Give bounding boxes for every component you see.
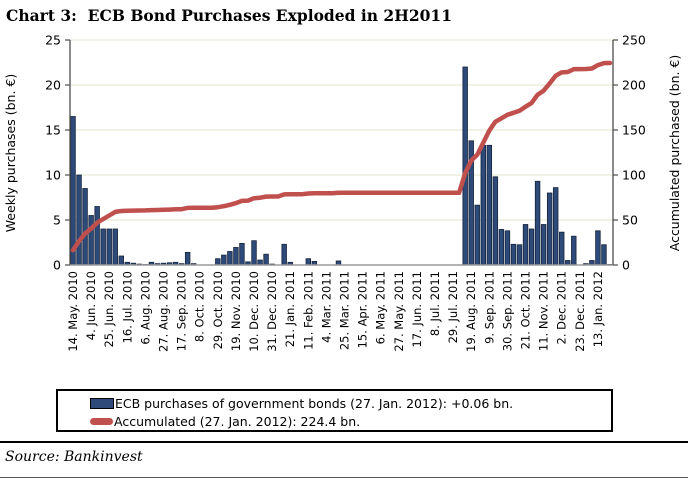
purchase-bar xyxy=(106,228,112,266)
legend-label-accumulated: Accumulated (27. Jan. 2012): 224.4 bn. xyxy=(114,413,361,429)
x-axis-label: 16. Jul. 2010 xyxy=(120,271,134,343)
left-axis-tick-label: 25 xyxy=(45,33,61,48)
x-axis-label: 6. May. 2011 xyxy=(374,271,388,344)
x-axis-label: 13. Jan. 2012 xyxy=(591,271,605,347)
purchase-bar xyxy=(100,228,106,266)
left-axis-tick-label: 20 xyxy=(45,78,61,93)
purchase-bar xyxy=(559,231,565,266)
purchase-bar xyxy=(70,116,76,266)
x-axis-label: 29. Oct. 2010 xyxy=(211,271,225,349)
x-axis-label: 19. Nov. 2010 xyxy=(229,271,243,351)
purchase-bar xyxy=(498,229,505,266)
purchase-bar xyxy=(94,206,100,266)
purchase-bar xyxy=(486,144,493,266)
x-axis-label: 21. Jan. 2011 xyxy=(283,271,297,347)
purchase-bar xyxy=(480,144,486,266)
x-axis-label: 27. May. 2011 xyxy=(392,271,406,352)
purchase-bar xyxy=(571,235,577,266)
x-axis-label: 8. Oct. 2010 xyxy=(193,271,207,342)
x-axis-label: 14. May. 2010 xyxy=(66,271,80,352)
right-axis-tick-label: 150 xyxy=(622,123,646,138)
purchase-bar xyxy=(595,230,601,266)
purchase-bar xyxy=(492,176,499,266)
purchase-bar xyxy=(552,187,559,266)
legend-label-purchases: ECB purchases of government bonds (27. J… xyxy=(115,395,514,411)
bar-series-swatch-icon xyxy=(90,397,114,409)
purchase-bar xyxy=(510,243,517,266)
legend-item-accumulated: Accumulated (27. Jan. 2012): 224.4 bn. xyxy=(90,412,611,430)
purchase-bar xyxy=(601,244,607,266)
line-series-swatch-icon xyxy=(90,417,113,425)
x-axis-label: 11. Nov. 2011 xyxy=(537,271,551,351)
right-axis-tick-label: 100 xyxy=(622,168,646,183)
x-axis-label: 27. Aug. 2010 xyxy=(157,271,171,352)
right-axis-tick-label: 0 xyxy=(622,258,630,273)
x-axis-label: 19. Aug. 2011 xyxy=(464,271,478,352)
x-axis-label: 9. Sep. 2011 xyxy=(482,271,496,344)
x-axis-label: 25. Mar. 2011 xyxy=(338,271,352,350)
legend-item-purchases: ECB purchases of government bonds (27. J… xyxy=(90,394,611,412)
purchase-bar xyxy=(227,251,233,266)
left-axis-tick-label: 10 xyxy=(45,168,61,183)
purchase-bar xyxy=(88,215,94,266)
purchase-bar xyxy=(546,192,553,266)
x-axis-label: 21. Oct. 2011 xyxy=(519,271,533,349)
purchase-bar xyxy=(540,224,547,266)
purchase-bar xyxy=(82,188,88,266)
purchase-bar xyxy=(516,244,523,266)
purchase-bar xyxy=(528,228,535,266)
x-axis-label: 30. Sep. 2011 xyxy=(500,271,514,351)
left-axis-tick-label: 15 xyxy=(45,123,61,138)
x-axis-label: 17. Jun. 2011 xyxy=(410,271,424,348)
purchase-bar xyxy=(112,228,118,266)
purchase-bar xyxy=(251,240,257,266)
chart-title: Chart 3: ECB Bond Purchases Exploded in … xyxy=(6,6,452,25)
purchase-bar xyxy=(118,255,124,266)
purchase-bar xyxy=(534,180,541,266)
purchase-bar xyxy=(305,258,312,266)
x-axis-label: 23. Dec. 2011 xyxy=(573,271,587,352)
right-axis-title: Accumulated purchased (bn. €) xyxy=(667,55,682,252)
purchase-bar xyxy=(184,251,191,266)
right-axis-tick-label: 250 xyxy=(622,33,646,48)
source-band: Source: Bankinvest xyxy=(0,441,688,478)
x-axis-label: 29. Jul. 2011 xyxy=(446,271,460,343)
purchase-bar xyxy=(281,243,287,266)
purchase-bar xyxy=(474,204,480,266)
x-axis-label: 8. Jul. 2011 xyxy=(428,271,442,336)
purchase-bar xyxy=(233,247,239,266)
x-axis-label: 2. Dec. 2011 xyxy=(555,271,569,344)
x-axis-label: 10. Dec. 2010 xyxy=(247,271,261,352)
right-axis-tick-label: 50 xyxy=(622,213,638,228)
x-axis-label: 4. Jun. 2010 xyxy=(84,271,98,340)
x-axis-label: 31. Dec. 2010 xyxy=(265,271,279,352)
x-axis-label: 17. Sep. 2010 xyxy=(175,271,189,351)
purchase-bar xyxy=(504,230,511,266)
purchase-bar xyxy=(215,258,221,266)
left-axis-title: Weekly purchases (bn. €) xyxy=(3,74,18,232)
purchase-bar xyxy=(522,224,529,266)
x-axis-label: 11. Feb. 2011 xyxy=(301,271,315,350)
legend-box: ECB purchases of government bonds (27. J… xyxy=(56,389,613,432)
x-axis-label: 25. Jun. 2010 xyxy=(102,271,116,348)
source-note: Source: Bankinvest xyxy=(5,449,143,465)
x-axis-label: 6. Aug. 2010 xyxy=(138,271,152,345)
left-axis-tick-label: 0 xyxy=(53,258,61,273)
x-axis-label: 15. Apr. 2011 xyxy=(356,271,370,348)
purchase-bar xyxy=(76,174,82,266)
purchase-bar xyxy=(263,253,269,266)
left-axis-tick-label: 5 xyxy=(53,213,61,228)
right-axis-tick-label: 200 xyxy=(622,78,646,93)
purchase-bar xyxy=(239,242,245,266)
accumulated-line xyxy=(70,60,613,253)
purchase-bar xyxy=(221,254,227,266)
x-axis-label: 4. Mar. 2011 xyxy=(319,271,333,343)
